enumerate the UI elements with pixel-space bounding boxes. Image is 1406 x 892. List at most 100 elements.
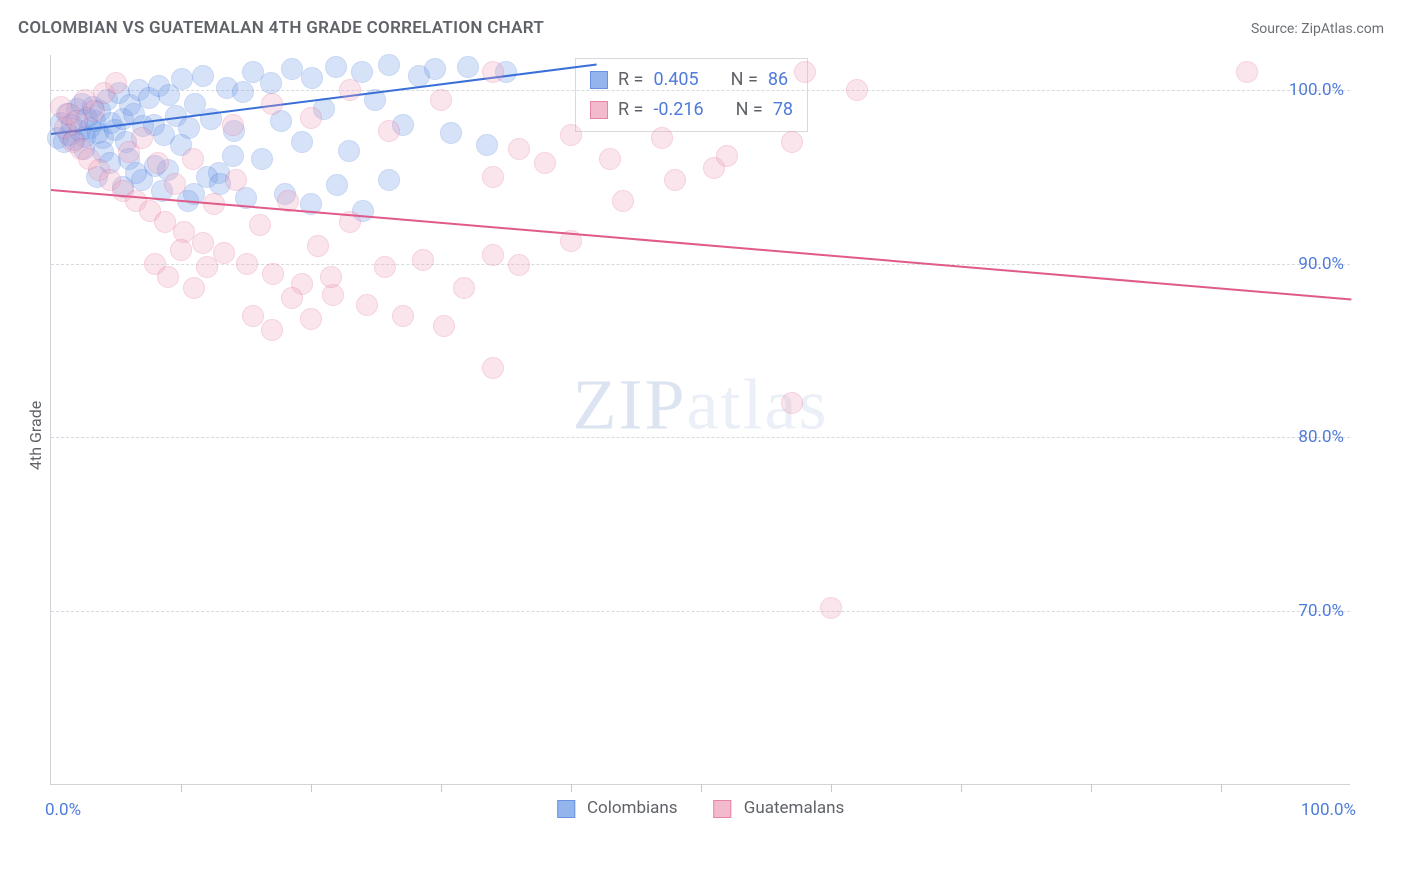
data-point-guatemalans xyxy=(482,61,504,83)
gridline xyxy=(51,611,1350,612)
correlation-stats-box: R =0.405N =86R =-0.216N =78 xyxy=(575,58,808,132)
data-point-guatemalans xyxy=(249,214,271,236)
x-tick xyxy=(311,784,312,792)
data-point-colombians xyxy=(378,54,400,76)
source-name[interactable]: ZipAtlas.com xyxy=(1301,21,1384,37)
data-point-guatemalans xyxy=(356,294,378,316)
x-tick xyxy=(181,784,182,792)
x-axis-max-label: 100.0% xyxy=(1301,800,1356,820)
data-point-guatemalans xyxy=(412,249,434,271)
gridline xyxy=(51,437,1350,438)
data-point-guatemalans xyxy=(374,256,396,278)
data-point-guatemalans xyxy=(157,266,179,288)
data-point-colombians xyxy=(251,148,273,170)
data-point-guatemalans xyxy=(482,166,504,188)
data-point-guatemalans xyxy=(599,148,621,170)
data-point-guatemalans xyxy=(482,357,504,379)
data-point-colombians xyxy=(457,56,479,78)
data-point-guatemalans xyxy=(192,232,214,254)
data-point-guatemalans xyxy=(846,79,868,101)
data-point-guatemalans xyxy=(339,79,361,101)
source-attribution: Source: ZipAtlas.com xyxy=(1251,21,1384,37)
x-tick xyxy=(1091,784,1092,792)
data-point-guatemalans xyxy=(307,235,329,257)
data-point-guatemalans xyxy=(320,266,342,288)
data-point-guatemalans xyxy=(261,93,283,115)
data-point-colombians xyxy=(378,169,400,191)
data-point-guatemalans xyxy=(1236,61,1258,83)
x-tick xyxy=(701,784,702,792)
x-tick xyxy=(441,784,442,792)
data-point-guatemalans xyxy=(664,169,686,191)
data-point-guatemalans xyxy=(781,131,803,153)
data-point-guatemalans xyxy=(716,145,738,167)
x-tick xyxy=(571,784,572,792)
data-point-guatemalans xyxy=(482,244,504,266)
data-point-colombians xyxy=(171,68,193,90)
data-point-guatemalans xyxy=(170,239,192,261)
data-point-guatemalans xyxy=(164,173,186,195)
data-point-guatemalans xyxy=(182,148,204,170)
legend-swatch-guatemalans xyxy=(714,800,732,818)
scatter-plot-area: ZIPatlas R =0.405N =86R =-0.216N =78 Col… xyxy=(50,55,1350,785)
data-point-guatemalans xyxy=(261,319,283,341)
data-point-guatemalans xyxy=(196,256,218,278)
data-point-guatemalans xyxy=(453,277,475,299)
data-point-guatemalans xyxy=(781,392,803,414)
watermark-part1: ZIP xyxy=(573,364,687,444)
data-point-colombians xyxy=(325,56,347,78)
y-axis-label: 4th Grade xyxy=(26,401,45,470)
stats-swatch-colombians xyxy=(590,71,608,89)
data-point-colombians xyxy=(301,67,323,89)
source-label: Source: xyxy=(1251,21,1298,37)
stats-N-label: N = xyxy=(736,95,763,125)
data-point-colombians xyxy=(232,81,254,103)
data-point-guatemalans xyxy=(560,124,582,146)
data-point-guatemalans xyxy=(378,120,400,142)
stats-swatch-guatemalans xyxy=(590,101,608,119)
data-point-colombians xyxy=(192,65,214,87)
legend-item-guatemalans: Guatemalans xyxy=(714,798,845,818)
data-point-guatemalans xyxy=(225,169,247,191)
data-point-guatemalans xyxy=(147,152,169,174)
data-point-guatemalans xyxy=(281,287,303,309)
data-point-guatemalans xyxy=(430,89,452,111)
data-point-guatemalans xyxy=(508,138,530,160)
chart-header: COLOMBIAN VS GUATEMALAN 4TH GRADE CORREL… xyxy=(18,18,1384,38)
data-point-guatemalans xyxy=(820,597,842,619)
chart-title: COLOMBIAN VS GUATEMALAN 4TH GRADE CORREL… xyxy=(18,18,544,38)
x-axis-min-label: 0.0% xyxy=(45,800,81,820)
data-point-guatemalans xyxy=(612,190,634,212)
legend-label-guatemalans: Guatemalans xyxy=(744,798,844,818)
data-point-guatemalans xyxy=(222,114,244,136)
data-point-guatemalans xyxy=(300,308,322,330)
data-point-guatemalans xyxy=(300,107,322,129)
y-tick-label: 80.0% xyxy=(1298,427,1344,447)
data-point-colombians xyxy=(326,174,348,196)
x-tick xyxy=(961,784,962,792)
y-tick-label: 90.0% xyxy=(1298,254,1344,274)
data-point-guatemalans xyxy=(131,127,153,149)
x-tick xyxy=(1221,784,1222,792)
series-legend: Colombians Guatemalans xyxy=(557,798,845,818)
data-point-colombians xyxy=(338,140,360,162)
stats-row-guatemalans: R =-0.216N =78 xyxy=(590,95,793,125)
watermark-part2: atlas xyxy=(687,364,829,444)
legend-label-colombians: Colombians xyxy=(587,798,678,818)
data-point-guatemalans xyxy=(392,305,414,327)
data-point-guatemalans xyxy=(508,254,530,276)
data-point-guatemalans xyxy=(651,127,673,149)
stats-N-value-guatemalans: 78 xyxy=(773,95,793,125)
y-tick-label: 100.0% xyxy=(1289,80,1344,100)
data-point-guatemalans xyxy=(433,315,455,337)
data-point-colombians xyxy=(281,58,303,80)
data-point-colombians xyxy=(222,145,244,167)
stats-R-label: R = xyxy=(618,95,643,125)
legend-item-colombians: Colombians xyxy=(557,798,678,818)
data-point-guatemalans xyxy=(794,61,816,83)
data-point-colombians xyxy=(424,58,446,80)
y-tick-label: 70.0% xyxy=(1298,601,1344,621)
data-point-colombians xyxy=(291,131,313,153)
data-point-colombians xyxy=(476,134,498,156)
data-point-guatemalans xyxy=(262,263,284,285)
